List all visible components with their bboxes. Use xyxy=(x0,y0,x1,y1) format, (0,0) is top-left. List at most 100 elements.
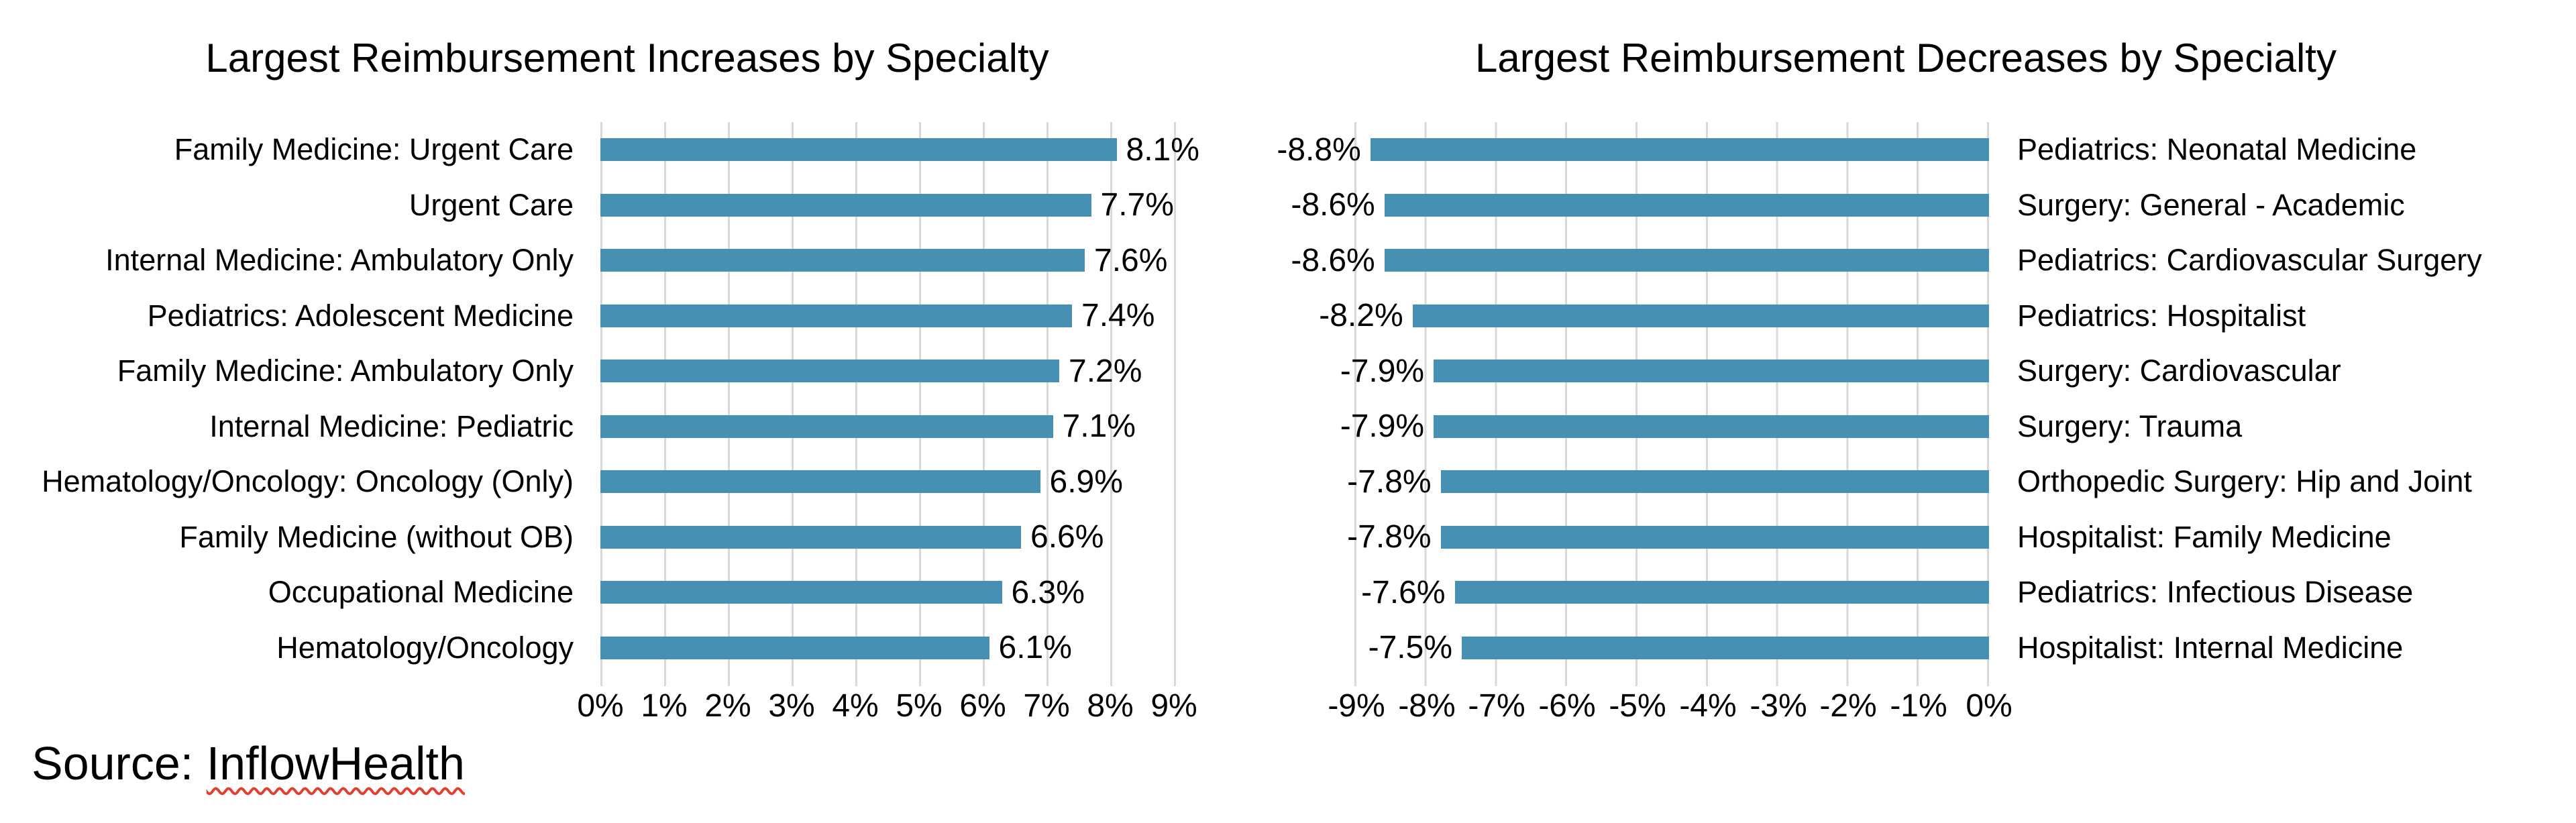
category-label: Surgery: Trauma xyxy=(2017,408,2243,443)
bar xyxy=(1454,581,1989,604)
value-label: -8.8% xyxy=(1277,131,1361,168)
x-axis-tick-label: 0% xyxy=(1966,688,2012,724)
chart-row: -7.9% Surgery: Trauma xyxy=(1288,399,2576,455)
value-label: 7.4% xyxy=(1081,298,1155,334)
source-line: Source: InflowHealth xyxy=(32,736,465,790)
bar xyxy=(1384,193,1989,217)
value-label: -8.2% xyxy=(1319,298,1403,334)
value-label: 6.9% xyxy=(1049,463,1123,500)
source-name: InflowHealth xyxy=(206,737,465,789)
chart-row: Occupational Medicine 6.3% xyxy=(0,565,1288,620)
value-label: 8.1% xyxy=(1126,131,1199,168)
value-label: -7.5% xyxy=(1368,630,1452,666)
value-label: -8.6% xyxy=(1291,242,1375,278)
category-label: Hematology/Oncology xyxy=(276,630,574,665)
value-label: 6.6% xyxy=(1030,519,1104,555)
x-axis-tick-label: 6% xyxy=(959,688,1006,724)
value-label: 6.1% xyxy=(998,630,1072,666)
category-label: Pediatrics: Infectious Disease xyxy=(2017,575,2414,610)
chart-row: -7.8% Orthopedic Surgery: Hip and Joint xyxy=(1288,454,2576,510)
bar xyxy=(1440,525,1989,549)
chart-row: Internal Medicine: Pediatric 7.1% xyxy=(0,399,1288,455)
value-label: -7.8% xyxy=(1347,463,1432,500)
category-label: Internal Medicine: Ambulatory Only xyxy=(105,243,574,278)
bar xyxy=(600,360,1059,383)
category-label: Orthopedic Surgery: Hip and Joint xyxy=(2017,464,2472,499)
category-label: Family Medicine (without OB) xyxy=(179,519,574,554)
chart-increases-panel: Largest Reimbursement Increases by Speci… xyxy=(0,36,1288,724)
value-label: -7.9% xyxy=(1340,408,1425,445)
x-axis-tick-label: 1% xyxy=(641,688,688,724)
chart-decreases-rows: -8.8% Pediatrics: Neonatal Medicine -8.6… xyxy=(1277,122,2576,676)
bar xyxy=(1462,636,1989,659)
chart-decreases-panel: Largest Reimbursement Decreases by Speci… xyxy=(1277,0,2576,823)
bar xyxy=(600,304,1072,327)
x-axis-tick-label: 8% xyxy=(1087,688,1134,724)
x-axis-tick-label: 9% xyxy=(1150,688,1197,724)
category-label: Internal Medicine: Pediatric xyxy=(209,408,574,443)
bar xyxy=(600,636,989,659)
bar xyxy=(600,470,1040,494)
category-label: Family Medicine: Ambulatory Only xyxy=(117,353,574,388)
bar xyxy=(1434,415,1989,438)
bar xyxy=(600,525,1021,549)
x-axis-tick-label: -7% xyxy=(1468,688,1525,724)
chart-row: Hematology/Oncology 6.1% xyxy=(0,620,1288,676)
category-label: Surgery: General - Academic xyxy=(2017,187,2405,222)
value-label: 7.1% xyxy=(1062,408,1136,445)
category-label: Pediatrics: Neonatal Medicine xyxy=(2017,132,2417,167)
category-label: Urgent Care xyxy=(409,187,574,222)
x-axis-tick-label: -8% xyxy=(1398,688,1456,724)
value-label: -8.6% xyxy=(1291,187,1375,223)
value-label: -7.6% xyxy=(1361,574,1446,610)
source-prefix: Source: xyxy=(32,737,207,789)
chart-row: Family Medicine (without OB) 6.6% xyxy=(0,510,1288,565)
chart-row: -8.6% Pediatrics: Cardiovascular Surgery xyxy=(1288,233,2576,288)
chart-increases-title: Largest Reimbursement Increases by Speci… xyxy=(205,36,1049,80)
chart-increases-rows: Family Medicine: Urgent Care 8.1% Urgent… xyxy=(0,122,1288,675)
x-axis-tick-label: -6% xyxy=(1538,688,1596,724)
value-label: 6.3% xyxy=(1011,574,1085,610)
x-axis-tick-label: -9% xyxy=(1328,688,1385,724)
category-label: Hospitalist: Family Medicine xyxy=(2017,519,2392,554)
x-axis-tick-label: -3% xyxy=(1750,688,1807,724)
bar xyxy=(1440,470,1989,494)
x-axis-tick-label: 5% xyxy=(896,688,943,724)
bar xyxy=(1384,249,1989,272)
chart-row: -8.8% Pediatrics: Neonatal Medicine xyxy=(1277,122,2576,178)
x-axis-tick-label: 2% xyxy=(704,688,751,724)
chart-decreases-title: Largest Reimbursement Decreases by Speci… xyxy=(1475,36,2337,80)
chart-row: Hematology/Oncology: Oncology (Only) 6.9… xyxy=(0,454,1288,510)
x-axis-tick-label: 4% xyxy=(832,688,879,724)
chart-row: Urgent Care 7.7% xyxy=(0,178,1288,233)
bar xyxy=(1412,304,1989,327)
category-label: Hospitalist: Internal Medicine xyxy=(2017,630,2404,665)
chart-row: -8.6% Surgery: General - Academic xyxy=(1288,178,2576,233)
bar xyxy=(1434,360,1989,383)
x-axis-tick-label: -2% xyxy=(1819,688,1877,724)
chart-row: -8.2% Pediatrics: Hospitalist xyxy=(1288,288,2576,344)
category-label: Pediatrics: Adolescent Medicine xyxy=(147,298,574,333)
chart-row: -7.8% Hospitalist: Family Medicine xyxy=(1288,510,2576,565)
bar xyxy=(600,138,1117,162)
value-label: -7.8% xyxy=(1347,519,1432,555)
chart-row: Family Medicine: Urgent Care 8.1% xyxy=(0,122,1288,178)
chart-row: Pediatrics: Adolescent Medicine 7.4% xyxy=(0,288,1288,344)
bar xyxy=(600,415,1053,438)
chart-row: -7.5% Hospitalist: Internal Medicine xyxy=(1288,620,2576,676)
chart-row: -7.6% Pediatrics: Infectious Disease xyxy=(1288,565,2576,620)
x-axis-tick-label: -5% xyxy=(1609,688,1666,724)
category-label: Occupational Medicine xyxy=(268,575,574,610)
value-label: 7.6% xyxy=(1094,242,1168,278)
value-label: 7.7% xyxy=(1100,187,1174,223)
chart-increases-axis-ticks xyxy=(600,675,1176,686)
x-axis-tick-label: 7% xyxy=(1023,688,1070,724)
category-label: Hematology/Oncology: Oncology (Only) xyxy=(42,464,574,499)
chart-row: Internal Medicine: Ambulatory Only 7.6% xyxy=(0,233,1288,288)
chart-row: -7.9% Surgery: Cardiovascular xyxy=(1288,343,2576,399)
bar xyxy=(1370,138,1989,162)
chart-decreases-axis-ticks xyxy=(1298,675,1989,686)
value-label: 7.2% xyxy=(1069,353,1142,389)
bar xyxy=(600,249,1085,272)
